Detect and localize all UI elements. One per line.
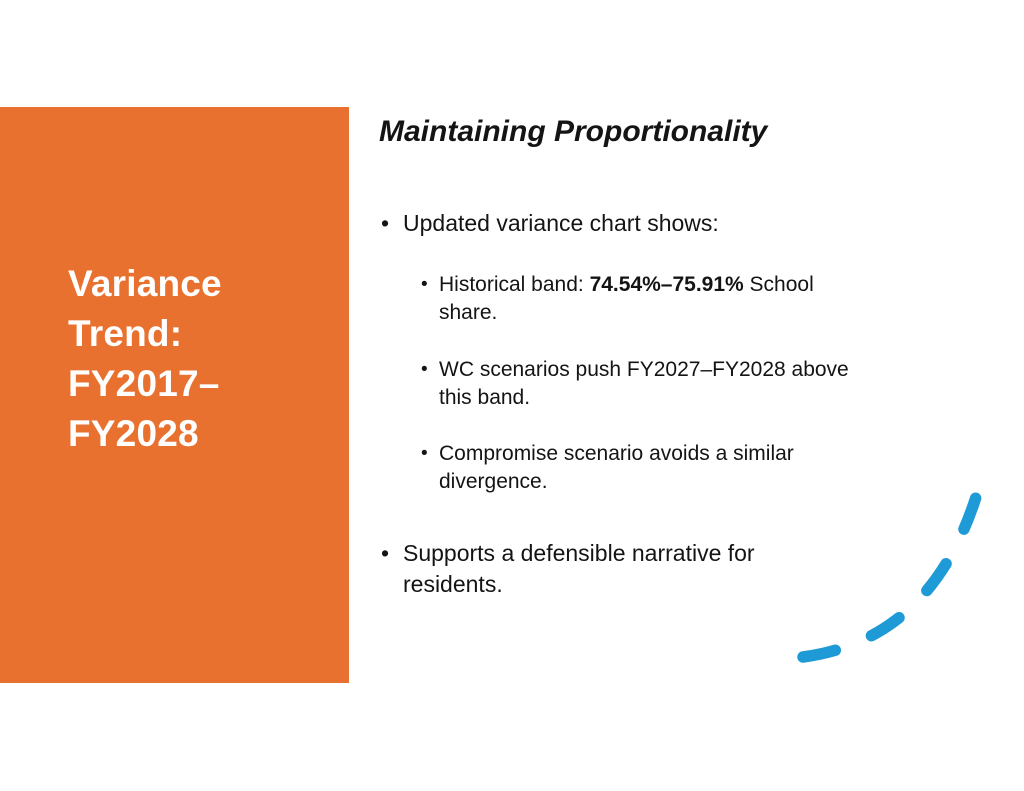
sub-bullet-compromise-scenario: • Compromise scenario avoids a similar d…	[421, 440, 794, 496]
content-heading: Maintaining Proportionality	[379, 115, 768, 148]
dashed-curve-path	[797, 491, 982, 663]
title-panel: Variance Trend: FY2017– FY2028	[0, 107, 349, 683]
sub-bullet-historical-band: • Historical band: 74.54%–75.91% School …	[421, 271, 814, 327]
bullet-text: Updated variance chart shows:	[403, 210, 719, 236]
slide-title-line: Trend:	[68, 313, 183, 354]
bullet-dot: •	[421, 274, 428, 295]
bullet-dot: •	[421, 359, 428, 380]
bullet-text: Supports a defensible narrative for resi…	[403, 538, 755, 600]
bullet-line: Supports a defensible narrative for	[403, 540, 755, 566]
bullet-supports-narrative: • Supports a defensible narrative for re…	[381, 538, 755, 600]
bullet-text: Compromise scenario avoids a similar div…	[439, 440, 794, 496]
slide-title-line: FY2028	[68, 413, 199, 454]
bullet-dot: •	[421, 443, 428, 464]
text-segment-bold: 74.54%–75.91%	[589, 273, 744, 296]
bullet-line: this band.	[439, 386, 531, 409]
bullet-dot: •	[381, 540, 390, 566]
slide-title: Variance Trend: FY2017– FY2028	[68, 259, 222, 459]
bullet-line: divergence.	[439, 470, 548, 493]
bullet-line: residents.	[403, 571, 503, 597]
bullet-line: WC scenarios push FY2027–FY2028 above	[439, 358, 849, 381]
bullet-dot: •	[381, 210, 390, 236]
slide-title-line: Variance	[68, 263, 222, 304]
text-segment: School	[743, 273, 814, 296]
bullet-text: WC scenarios push FY2027–FY2028 above th…	[439, 356, 849, 412]
bullet-text: Historical band: 74.54%–75.91% School sh…	[439, 271, 814, 327]
bullet-line: share.	[439, 301, 498, 324]
bullet-line: Historical band: 74.54%–75.91% School	[439, 271, 814, 299]
bullet-line: Compromise scenario avoids a similar	[439, 442, 794, 465]
sub-bullet-wc-scenarios: • WC scenarios push FY2027–FY2028 above …	[421, 356, 849, 412]
bullet-updated-variance: • Updated variance chart shows:	[381, 208, 719, 238]
slide-title-line: FY2017–	[68, 363, 220, 404]
text-segment: Historical band:	[439, 273, 590, 296]
